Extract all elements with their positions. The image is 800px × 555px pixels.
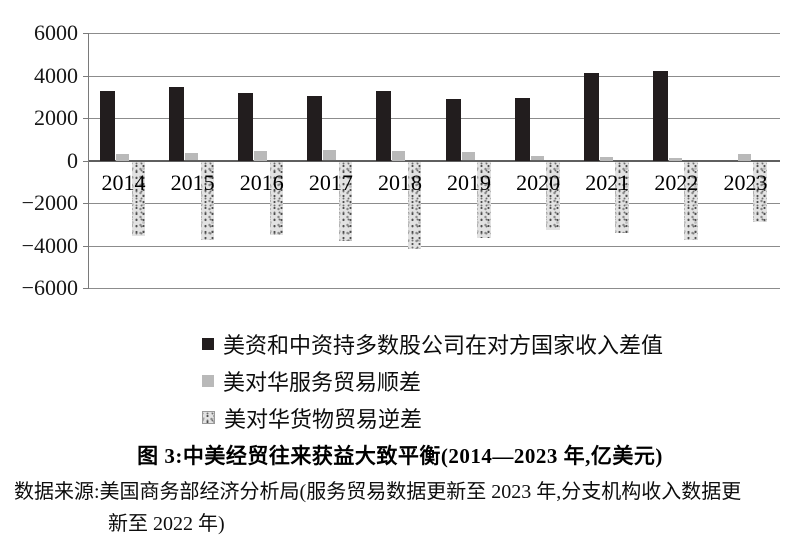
bar-solid-gray-2014 (116, 154, 130, 161)
bar-solid-gray-2022 (668, 158, 682, 161)
bar-solid-black-2014 (100, 91, 116, 161)
y-tick-label: −6000 (21, 275, 78, 300)
bar-solid-gray-2015 (185, 152, 199, 161)
y-tick-label: 4000 (34, 62, 78, 88)
bar-solid-black-2017 (307, 95, 323, 161)
gridline (89, 203, 780, 204)
gridline (89, 33, 780, 34)
bar-speckled-2020 (546, 161, 560, 230)
x-tick-label-2014: 2014 (101, 169, 146, 195)
x-tick-label-2019: 2019 (447, 169, 492, 195)
bar-solid-black-2019 (445, 98, 461, 161)
data-source-line-1: 数据来源:美国商务部经济分析局(服务贸易数据更新至 2023 年,分支机构收入数… (14, 481, 742, 503)
bar-speckled-2015 (200, 161, 215, 241)
x-tick-label-2022: 2022 (654, 169, 699, 195)
y-tick-label: 6000 (34, 20, 78, 45)
y-axis-tick (83, 245, 89, 247)
bar-speckled-2022 (684, 161, 698, 241)
y-axis-tick (83, 118, 89, 119)
y-tick-label: 0 (67, 147, 78, 173)
legend-marker-solid-black (202, 337, 214, 350)
bar-solid-black-2016 (238, 92, 254, 161)
bar-chart: 2014 2015 2016 2017 2018 2019 2020 2021 2022 2023… (21, 20, 780, 300)
x-tick-label-2016: 2016 (239, 169, 284, 195)
x-tick-label-2023: 2023 (723, 169, 768, 195)
y-axis-tick (83, 33, 89, 34)
legend-marker-speckled (202, 411, 215, 424)
gridline (89, 245, 780, 247)
legend-label: 美对华货物贸易逆差 (224, 406, 423, 432)
legend-item: 美对华服务贸易顺差 (202, 362, 663, 399)
bar-speckled-2019 (477, 161, 491, 238)
y-tick-label: −2000 (21, 190, 78, 215)
bar-solid-black-2022 (652, 71, 668, 161)
bar-solid-black-2021 (583, 73, 599, 161)
legend-item: 美资和中资持多数股公司在对方国家收入差值 (202, 325, 663, 362)
bar-speckled-2014 (131, 161, 146, 236)
bar-speckled-2023 (753, 161, 767, 223)
legend-label: 美资和中资持多数股公司在对方国家收入差值 (223, 332, 664, 358)
figure-caption: 图 3:中美经贸往来获益大致平衡(2014—2023 年,亿美元) (137, 444, 663, 468)
bar-solid-gray-2019 (461, 152, 475, 161)
bar-solid-black-2015 (169, 87, 185, 161)
plot-area: 2014 2015 2016 2017 2018 2019 2020 2021 2022 2023 (83, 33, 780, 289)
x-tick-label-2015: 2015 (170, 169, 215, 195)
bar-speckled-2017 (338, 161, 353, 242)
x-tick-label-2021: 2021 (585, 169, 630, 195)
y-tick-label: −4000 (21, 232, 78, 258)
y-axis-tick (83, 75, 89, 77)
data-source-line-2: 新至 2022 年) (108, 513, 225, 535)
chart-legend: 美资和中资持多数股公司在对方国家收入差值 美对华服务贸易顺差 美对华货物贸易逆差 (202, 325, 663, 436)
bar-speckled-2016 (269, 161, 284, 235)
y-axis-tick (83, 288, 89, 289)
legend-marker-solid-gray (202, 374, 214, 387)
zero-axis-line (89, 159, 780, 162)
bar-solid-gray-2016 (254, 150, 268, 161)
x-tick-label-2017: 2017 (308, 169, 353, 195)
bar-solid-black-2018 (376, 91, 392, 161)
gridline (89, 118, 780, 119)
y-tick-label: 2000 (34, 105, 78, 130)
bar-solid-gray-2018 (392, 150, 406, 161)
gridline (89, 288, 780, 289)
y-axis-tick (83, 160, 89, 162)
y-axis-tick (83, 203, 89, 204)
bar-solid-black-2020 (514, 97, 530, 161)
bar-speckled-2021 (615, 161, 629, 233)
x-tick-label-2020: 2020 (516, 169, 561, 195)
x-tick-label-2018: 2018 (377, 169, 422, 195)
bar-solid-gray-2017 (323, 150, 337, 161)
legend-label: 美对华服务贸易顺差 (223, 369, 422, 395)
data-source: 数据来源:美国商务部经济分析局(服务贸易数据更新至 2023 年,分支机构收入数… (14, 476, 792, 540)
bar-solid-gray-2021 (599, 157, 613, 161)
gridline (89, 75, 780, 77)
bar-solid-gray-2023 (737, 154, 751, 161)
bar-solid-gray-2020 (530, 155, 544, 161)
bar-speckled-2018 (407, 161, 422, 249)
legend-item: 美对华货物贸易逆差 (202, 399, 663, 436)
